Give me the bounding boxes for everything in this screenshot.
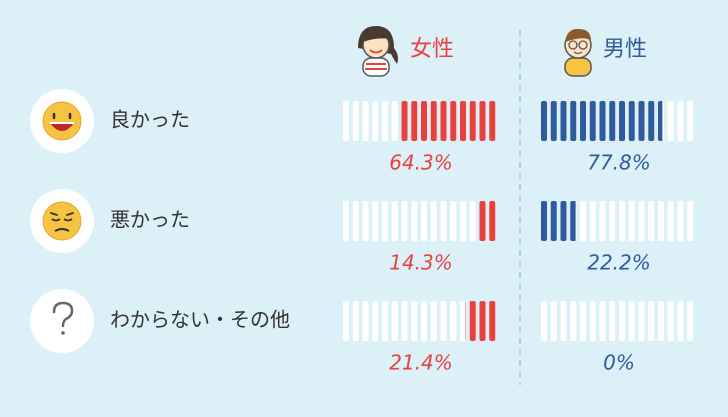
bar-segment bbox=[352, 301, 359, 341]
bar-segment bbox=[362, 201, 369, 241]
value-label: 0% bbox=[603, 351, 635, 375]
bar-segment bbox=[687, 301, 694, 341]
bar-segment bbox=[372, 101, 379, 141]
bar-segment bbox=[667, 201, 674, 241]
bar-segment bbox=[391, 101, 398, 141]
bar-segment bbox=[550, 301, 557, 341]
bar-segment bbox=[450, 301, 457, 341]
bar bbox=[476, 201, 496, 241]
bar-segment bbox=[619, 301, 625, 341]
face-good bbox=[30, 89, 94, 153]
face-bad bbox=[30, 189, 94, 253]
face-unknown bbox=[30, 289, 94, 353]
bar-segment bbox=[677, 101, 684, 141]
bar-segment bbox=[570, 301, 577, 341]
bar-segment bbox=[648, 301, 655, 341]
category-label: わからない・その他 bbox=[110, 308, 290, 332]
bar-segment bbox=[687, 101, 694, 141]
value-label: 77.8% bbox=[587, 151, 651, 175]
bar-segment bbox=[619, 201, 625, 241]
bar-segment bbox=[362, 101, 369, 141]
bar-segment bbox=[677, 301, 684, 341]
bar-segment bbox=[589, 201, 596, 241]
bar-segment bbox=[599, 201, 606, 241]
bar-segment bbox=[580, 201, 586, 241]
legend-label: 男性 bbox=[603, 37, 647, 62]
bar-segment bbox=[430, 201, 437, 241]
bar bbox=[541, 201, 576, 241]
bar-segment bbox=[343, 101, 349, 141]
bar-segment bbox=[628, 201, 635, 241]
bar-segment bbox=[401, 201, 408, 241]
bar bbox=[541, 101, 663, 141]
bar-segment bbox=[599, 301, 606, 341]
bar-segment bbox=[658, 201, 664, 241]
bar-segment bbox=[667, 301, 674, 341]
bar-segment bbox=[362, 301, 369, 341]
legend-label: 女性 bbox=[410, 37, 454, 62]
bar bbox=[398, 101, 496, 141]
category-label: 良かった bbox=[110, 108, 190, 132]
bar-segment bbox=[460, 301, 466, 341]
value-label: 22.2% bbox=[587, 251, 651, 275]
boy-icon bbox=[564, 28, 592, 77]
bar-segment bbox=[589, 301, 596, 341]
bar-segment bbox=[658, 301, 664, 341]
bar-segment bbox=[421, 301, 427, 341]
bar-segment bbox=[411, 301, 418, 341]
girl-icon bbox=[358, 26, 398, 77]
bar-segment bbox=[638, 301, 645, 341]
bar-segment bbox=[667, 101, 674, 141]
value-label: 21.4% bbox=[389, 351, 453, 375]
bar bbox=[465, 301, 496, 341]
bar-segment bbox=[628, 301, 635, 341]
bar-segment bbox=[352, 201, 359, 241]
bar-segment bbox=[343, 201, 349, 241]
bar-segment bbox=[580, 301, 586, 341]
bar-segment bbox=[648, 201, 655, 241]
bar-segment bbox=[677, 201, 684, 241]
bar-segment bbox=[609, 201, 616, 241]
bar-segment bbox=[469, 201, 476, 241]
category-label: 悪かった bbox=[110, 208, 190, 232]
bar-segment bbox=[430, 301, 437, 341]
bar-segment bbox=[460, 201, 466, 241]
value-label: 14.3% bbox=[389, 251, 453, 275]
bar-segment bbox=[687, 201, 694, 241]
bar-segment bbox=[638, 201, 645, 241]
bar-segment bbox=[411, 201, 418, 241]
bar-segment bbox=[440, 301, 447, 341]
bar-segment bbox=[421, 201, 427, 241]
bar-segment bbox=[541, 301, 547, 341]
bar-segment bbox=[391, 201, 398, 241]
bar-segment bbox=[401, 301, 408, 341]
bar-segment bbox=[440, 201, 447, 241]
bar-segment bbox=[609, 301, 616, 341]
bar-segment bbox=[391, 301, 398, 341]
bar-segment bbox=[352, 101, 359, 141]
bar-segment bbox=[450, 201, 457, 241]
bar-segment bbox=[372, 301, 379, 341]
bar-segment bbox=[343, 301, 349, 341]
bar-segment bbox=[560, 301, 567, 341]
bar-segment bbox=[382, 101, 388, 141]
bar-segment bbox=[372, 201, 379, 241]
bar-segment bbox=[382, 201, 388, 241]
bar-segment bbox=[382, 301, 388, 341]
value-label: 64.3% bbox=[389, 151, 453, 175]
